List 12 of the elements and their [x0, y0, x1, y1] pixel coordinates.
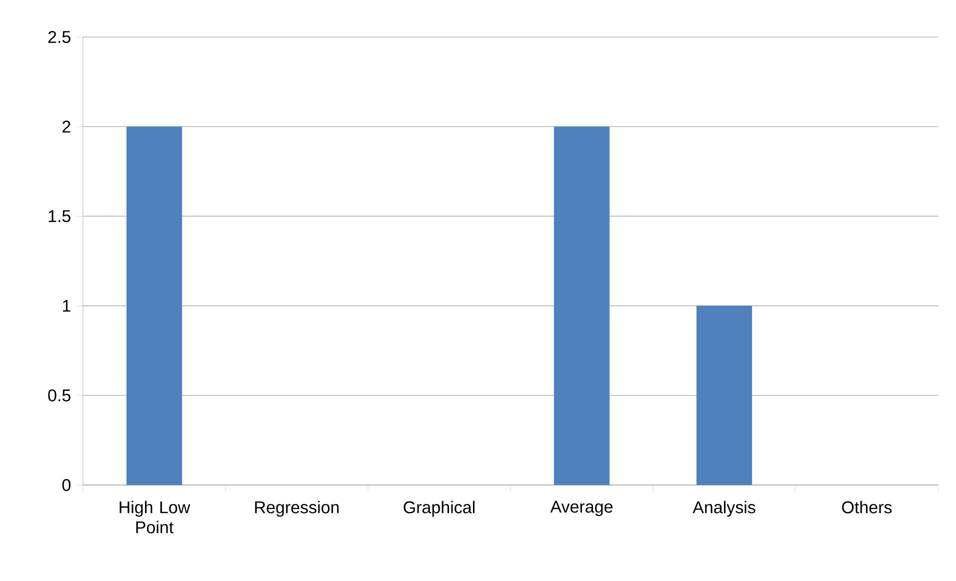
x-tick-label: Others	[842, 500, 892, 514]
x-tick-label: Analysis	[692, 500, 756, 517]
y-tick-label: 0	[62, 478, 70, 492]
x-tick-label: Regression	[255, 500, 339, 517]
y-tick-label: 2.5	[48, 30, 70, 44]
y-tick-label: 0.5	[48, 389, 70, 402]
y-tick-label: 1	[62, 300, 70, 312]
x-tick-label: Graphical	[404, 500, 474, 517]
x-tick-label: High Low Point	[120, 500, 190, 534]
y-tick-label: 1.5	[48, 210, 70, 222]
x-tick-label: Average	[550, 500, 613, 516]
y-tick-label: 2	[62, 120, 70, 133]
